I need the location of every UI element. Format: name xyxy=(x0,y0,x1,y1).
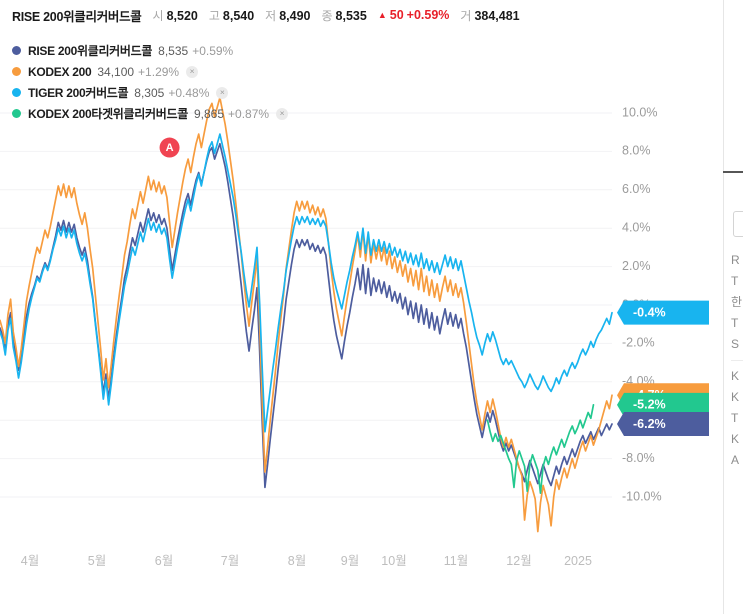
quote-field-close-value: 8,535 xyxy=(335,8,367,23)
legend-item-name: KODEX 200 xyxy=(28,64,92,79)
watchlist-item[interactable]: K xyxy=(731,390,740,404)
x-axis-tick-label: 11월 xyxy=(444,554,468,568)
series-line xyxy=(0,96,613,533)
watchlist-item[interactable]: T xyxy=(731,274,739,288)
watchlist-separator xyxy=(731,360,743,361)
series-color-dot xyxy=(12,46,21,55)
legend-item-change: +1.29% xyxy=(138,64,180,79)
quote-field-close: 종 8,535 xyxy=(322,7,367,24)
quote-field-low-value: 8,490 xyxy=(279,8,311,23)
legend-item-change: +0.59% xyxy=(192,43,234,58)
legend-item-change: +0.48% xyxy=(168,85,210,100)
quote-field-high-value: 8,540 xyxy=(222,8,255,23)
remove-series-icon[interactable]: × xyxy=(186,65,199,78)
quote-field-close-label: 종 xyxy=(321,8,333,23)
quote-field-open: 시 8,520 xyxy=(153,7,198,24)
quote-field-open-label: 시 xyxy=(152,8,164,23)
sidebar-divider xyxy=(723,171,743,173)
series-value-tag: -0.4% xyxy=(617,300,709,325)
x-axis-tick-label: 12월 xyxy=(506,554,531,568)
remove-series-icon[interactable]: × xyxy=(216,86,229,99)
x-axis-tick-label: 6월 xyxy=(155,554,173,568)
right-sidebar xyxy=(723,0,743,614)
legend-item-name: TIGER 200커버드콜 xyxy=(28,86,129,100)
change-absolute: 50 xyxy=(389,8,404,22)
value-tag-label: -6.2% xyxy=(633,417,666,431)
legend-item-name: RISE 200위클리커버드콜 xyxy=(28,44,153,58)
legend-item-2[interactable]: TIGER 200커버드콜 8,305 +0.48% × xyxy=(12,82,432,103)
legend-item-change: +0.87% xyxy=(228,106,270,121)
legend-item-0[interactable]: RISE 200위클리커버드콜 8,535 +0.59% xyxy=(12,40,432,61)
quote-field-low-label: 저 xyxy=(265,8,277,23)
y-axis-tick-label: 10.0% xyxy=(622,105,657,119)
y-axis-tick-label: -8.0% xyxy=(622,451,655,465)
remove-series-icon[interactable]: × xyxy=(276,107,289,120)
watchlist-item[interactable]: K xyxy=(731,369,740,383)
series-legend: RISE 200위클리커버드콜 8,535 +0.59% KODEX 200 3… xyxy=(12,40,432,124)
sidebar-search-input[interactable] xyxy=(733,211,743,237)
quote-bar: RISE 200위클리커버드콜 시 8,520 고 8,540 저 8,490 … xyxy=(0,0,743,30)
x-axis-tick-label: 2025 xyxy=(564,554,592,568)
legend-item-price: 34,100 xyxy=(97,64,135,79)
quote-volume-value: 384,481 xyxy=(474,8,520,23)
legend-item-name: KODEX 200타겟위클리커버드콜 xyxy=(28,107,188,121)
chart-annotation-marker[interactable]: A xyxy=(159,137,180,158)
change-percent: +0.59% xyxy=(406,8,450,22)
y-axis-tick-label: 2.0% xyxy=(622,259,651,273)
watchlist-item[interactable]: T xyxy=(731,316,739,330)
value-tag-shape xyxy=(617,300,709,325)
quote-field-open-value: 8,520 xyxy=(166,8,198,23)
legend-item-price: 8,305 xyxy=(134,85,165,100)
y-axis-tick-label: -2.0% xyxy=(622,336,655,350)
x-axis-tick-label: 10월 xyxy=(381,554,406,568)
series-color-dot xyxy=(12,67,21,76)
symbol-name: RISE 200위클리커버드콜 xyxy=(12,9,142,24)
quote-volume: 거 384,481 xyxy=(460,7,519,24)
series-value-tag: -5.2% xyxy=(617,392,709,417)
series-value-tag: -6.2% xyxy=(617,412,709,437)
arrow-up-icon: ▲ xyxy=(377,10,387,20)
x-axis-tick-label: 5월 xyxy=(88,554,106,568)
y-axis-tick-label: 6.0% xyxy=(622,182,651,196)
quote-volume-label: 거 xyxy=(460,8,472,23)
annotation-pin-icon xyxy=(159,137,180,158)
series-line xyxy=(0,133,613,433)
price-comparison-chart[interactable]: 10.0%8.0%6.0%4.0%2.0%0.0%-2.0%-4.0%-6.0%… xyxy=(0,0,723,580)
series-color-dot xyxy=(12,88,21,97)
x-axis-tick-label: 7월 xyxy=(221,554,239,568)
legend-item-1[interactable]: KODEX 200 34,100 +1.29% × xyxy=(12,61,432,82)
watchlist-item[interactable]: K xyxy=(731,432,740,446)
quote-field-high: 고 8,540 xyxy=(209,7,254,24)
x-axis-tick-label: 8월 xyxy=(288,554,306,568)
x-axis-tick-label: 9월 xyxy=(341,554,359,568)
annotation-label: A xyxy=(166,142,174,154)
watchlist-item[interactable]: 한 xyxy=(731,295,743,309)
watchlist-item[interactable]: S xyxy=(731,337,740,351)
x-axis-tick-label: 4월 xyxy=(21,554,39,568)
value-tag-label: -5.2% xyxy=(633,398,666,412)
legend-item-3[interactable]: KODEX 200타겟위클리커버드콜 9,865 +0.87% × xyxy=(12,103,432,124)
series-line xyxy=(486,403,595,495)
watchlist-item[interactable]: R xyxy=(731,253,740,267)
legend-item-price: 9,865 xyxy=(194,106,225,121)
quote-field-high-label: 고 xyxy=(208,8,220,23)
series-color-dot xyxy=(12,109,21,118)
chart-plot-area: 10.0%8.0%6.0%4.0%2.0%0.0%-2.0%-4.0%-6.0%… xyxy=(0,0,723,580)
quote-change: ▲ 50 +0.59% xyxy=(378,8,450,22)
value-tag-shape xyxy=(617,392,709,417)
y-axis-tick-label: -10.0% xyxy=(622,489,662,503)
y-axis-tick-label: 4.0% xyxy=(622,220,651,234)
watchlist-item[interactable]: T xyxy=(731,411,739,425)
watchlist-item[interactable]: A xyxy=(731,453,740,467)
y-axis-tick-label: 8.0% xyxy=(622,144,651,158)
sidebar-watchlist: R T 한 T S K K T K A xyxy=(731,250,743,471)
value-tag-shape xyxy=(617,412,709,437)
quote-field-low: 저 8,490 xyxy=(265,7,310,24)
series-line xyxy=(0,142,613,489)
value-tag-label: -0.4% xyxy=(633,305,666,319)
legend-item-price: 8,535 xyxy=(158,43,189,58)
